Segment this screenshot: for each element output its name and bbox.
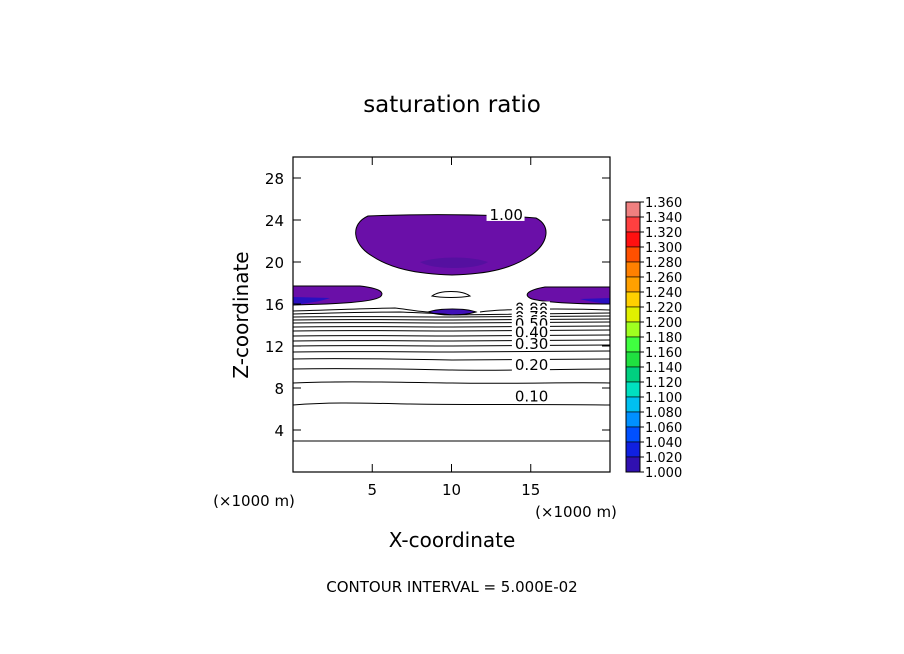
y-tick-label: 4 xyxy=(274,422,284,440)
y-axis-ticks: 4 8 12 16 20 24 28 xyxy=(265,170,610,440)
contour-line xyxy=(293,344,610,347)
y-tick-label: 28 xyxy=(265,170,284,188)
colorbar-swatch xyxy=(625,201,641,218)
colorbar-swatch xyxy=(625,456,641,473)
contour-line xyxy=(293,402,610,406)
contour-fills xyxy=(293,214,610,316)
contour-line xyxy=(293,318,610,321)
contour-label-bg xyxy=(511,389,550,403)
contour-line xyxy=(293,358,610,361)
colorbar-label: 1.140 xyxy=(645,361,682,376)
contour-line xyxy=(293,329,610,332)
colorbar-swatch xyxy=(625,261,641,278)
colorbar-label: 1.360 xyxy=(645,196,682,211)
contour-line xyxy=(293,307,431,313)
y-tick-label: 16 xyxy=(265,296,284,314)
colorbar-label: 1.000 xyxy=(645,466,682,481)
contour-line xyxy=(293,368,610,371)
colorbar-swatch xyxy=(625,291,641,308)
colorbar-label: 1.240 xyxy=(645,286,682,301)
contour-line xyxy=(293,339,610,342)
contour-label-bg xyxy=(511,337,550,351)
filled-region-center-small xyxy=(426,308,478,316)
colorbar-label: 1.180 xyxy=(645,331,682,346)
x-unit-label-left: (×1000 m) xyxy=(213,492,295,510)
colorbar-label: 1.300 xyxy=(645,241,682,256)
contour-line xyxy=(293,315,610,318)
colorbar-label: 1.080 xyxy=(645,406,682,421)
y-tick-label: 8 xyxy=(274,380,284,398)
contour-label: 0.30 xyxy=(515,335,548,353)
contour-line xyxy=(293,321,610,324)
contour-label: 0.20 xyxy=(515,356,548,374)
x-tick-label: 5 xyxy=(367,481,377,499)
colorbar-swatch xyxy=(625,411,641,428)
colorbar-swatch xyxy=(625,306,641,323)
y-tick-label: 12 xyxy=(265,338,284,356)
y-tick-label: 24 xyxy=(265,212,284,230)
contour-line xyxy=(293,334,610,337)
x-axis-label: X-coordinate xyxy=(389,528,516,552)
plot-area: 1.000.900.800.700.600.500.400.300.200.10… xyxy=(265,156,611,499)
colorbar-label: 1.060 xyxy=(645,421,682,436)
contour-line xyxy=(430,291,472,298)
contour-label-bg xyxy=(511,358,550,372)
colorbar-label: 1.280 xyxy=(645,256,682,271)
colorbar-label: 1.040 xyxy=(645,436,682,451)
colorbar-label: 1.220 xyxy=(645,301,682,316)
contour-labels: 1.000.900.800.700.600.500.400.300.200.10 xyxy=(486,206,550,406)
colorbar-label: 1.160 xyxy=(645,346,682,361)
colorbar-swatch xyxy=(625,366,641,383)
colorbar-label: 1.260 xyxy=(645,271,682,286)
colorbar-swatch xyxy=(625,426,641,443)
contour-line xyxy=(293,350,610,353)
colorbar-swatch xyxy=(625,231,641,248)
contour-label-bg xyxy=(511,325,550,339)
contour-line xyxy=(293,311,610,316)
contour-label: 1.00 xyxy=(490,206,523,224)
colorbar-swatch xyxy=(625,216,641,233)
colorbar-swatch xyxy=(625,381,641,398)
filled-region-right-base xyxy=(580,298,610,304)
x-unit-label-right: (×1000 m) xyxy=(535,503,617,521)
colorbar-frame xyxy=(625,201,641,473)
colorbar-label: 1.320 xyxy=(645,226,682,241)
colorbar-swatch xyxy=(625,396,641,413)
colorbar-swatch xyxy=(625,276,641,293)
colorbar-swatch xyxy=(625,351,641,368)
colorbar: 1.3601.3401.3201.3001.2801.2601.2401.220… xyxy=(625,196,682,481)
colorbar-label: 1.120 xyxy=(645,376,682,391)
contour-label: 0.40 xyxy=(515,324,548,342)
y-tick-label: 20 xyxy=(265,254,284,272)
x-tick-label: 15 xyxy=(521,481,540,499)
colorbar-label: 1.100 xyxy=(645,391,682,406)
contour-label-bg xyxy=(486,207,525,221)
colorbar-swatch xyxy=(625,336,641,353)
colorbar-label: 1.020 xyxy=(645,451,682,466)
filled-region-upper-cloud xyxy=(355,214,547,276)
x-tick-label: 10 xyxy=(442,481,461,499)
filled-region-left-base xyxy=(293,297,330,305)
colorbar-label: 1.200 xyxy=(645,316,682,331)
x-axis-ticks: 5 10 15 xyxy=(367,157,540,499)
filled-region-core xyxy=(420,257,488,268)
colorbar-label: 1.340 xyxy=(645,211,682,226)
colorbar-swatch xyxy=(625,246,641,263)
y-axis-label: Z-coordinate xyxy=(229,251,253,378)
contour-line xyxy=(293,325,610,328)
colorbar-swatch xyxy=(625,441,641,458)
contour-label: 0.10 xyxy=(515,388,548,406)
contour-line xyxy=(293,381,610,384)
contour-interval-footer: CONTOUR INTERVAL = 5.000E-02 xyxy=(326,578,577,596)
chart-title: saturation ratio xyxy=(363,92,541,118)
colorbar-swatch xyxy=(625,321,641,338)
